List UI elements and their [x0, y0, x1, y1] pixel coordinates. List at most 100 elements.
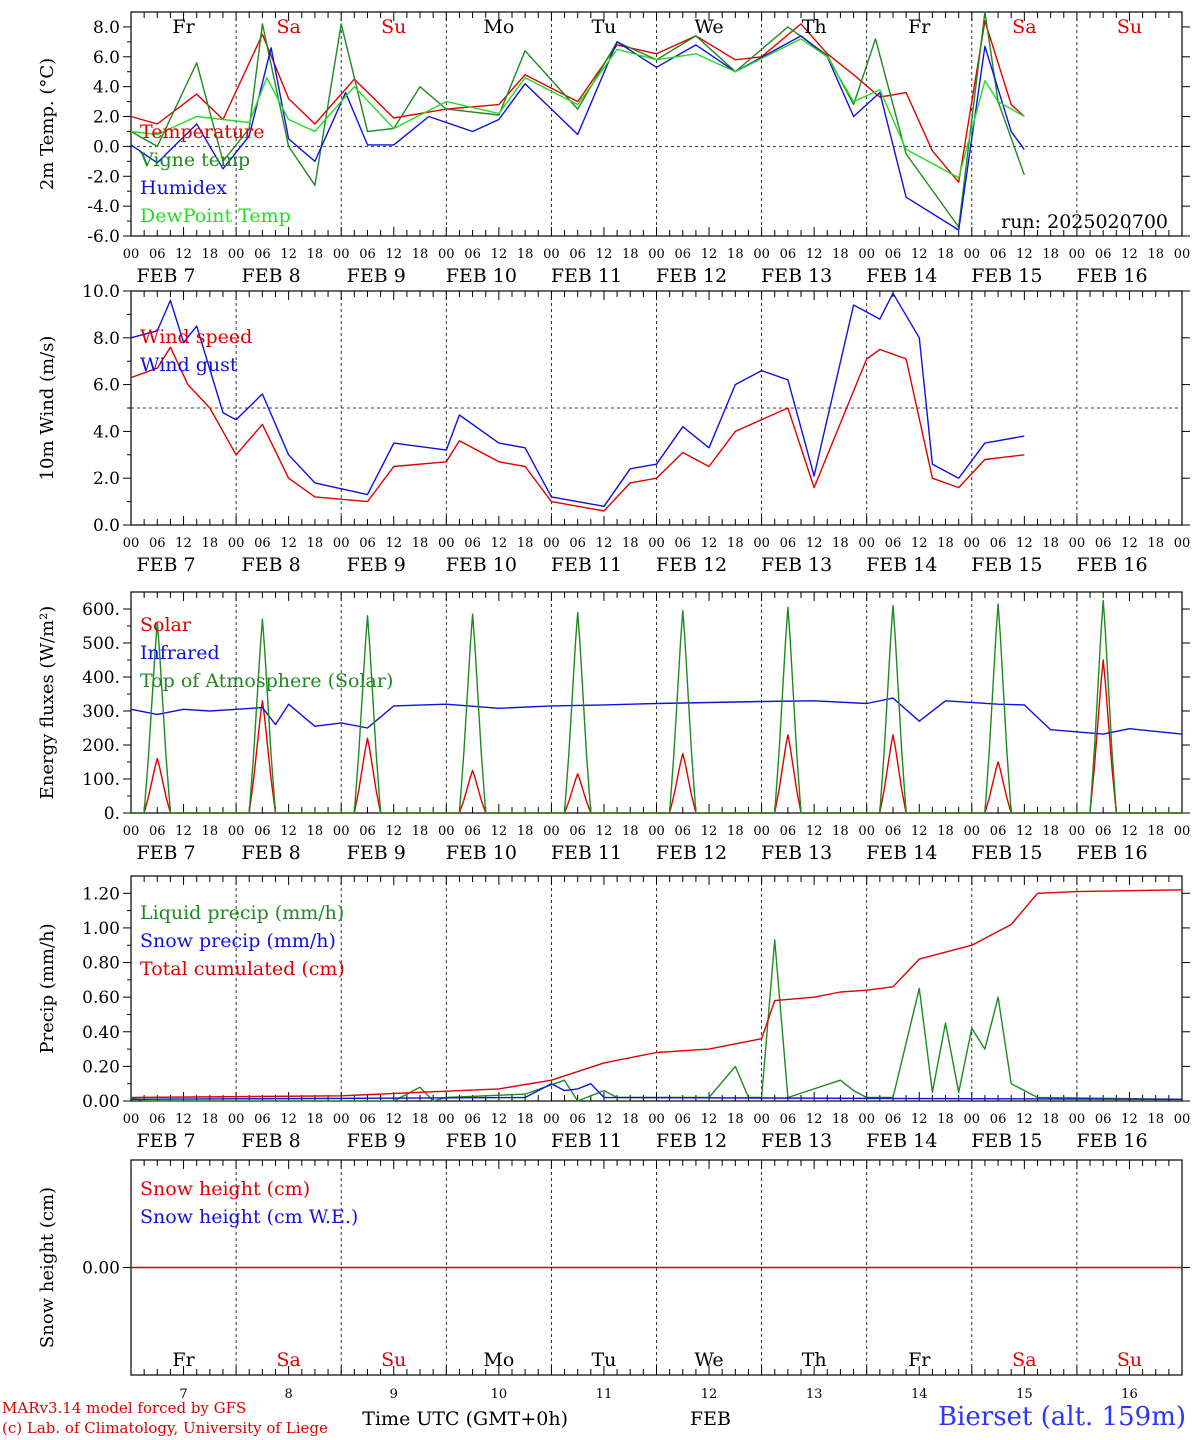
date-label: FEB 16: [1076, 265, 1147, 287]
series-line-humidex: [130, 35, 1025, 231]
hour-tick-label: 18: [307, 247, 324, 262]
hour-tick-label: 00: [1069, 247, 1086, 262]
hour-tick-label: 12: [806, 1112, 823, 1127]
hour-tick-label: 00: [228, 247, 245, 262]
legend-entry: Humidex: [140, 177, 227, 199]
date-label: FEB 10: [446, 265, 517, 287]
hour-tick-label: 12: [1121, 247, 1138, 262]
hour-tick-label: 12: [385, 536, 402, 551]
hour-tick-label: 06: [780, 536, 797, 551]
date-label: FEB 13: [761, 842, 832, 864]
hour-tick-label: 00: [1069, 1112, 1086, 1127]
hour-tick-label: 06: [990, 536, 1007, 551]
series-line-dewpoint-temp: [130, 38, 1025, 179]
hour-tick-label: 12: [491, 824, 508, 839]
hour-tick-label: 18: [727, 536, 744, 551]
weekday-label: Sa: [1012, 16, 1036, 38]
hour-tick-label: 12: [701, 824, 718, 839]
hour-tick-label: 06: [254, 536, 271, 551]
date-label: FEB 7: [136, 842, 195, 864]
hour-tick-label: 00: [648, 1112, 665, 1127]
series-line-total-cumulated-cm: [130, 889, 1183, 1099]
hour-tick-label: 18: [307, 536, 324, 551]
hour-tick-label: 12: [175, 1112, 192, 1127]
series-line-vigne-temp: [130, 11, 1025, 228]
hour-tick-label: 12: [280, 824, 297, 839]
hour-tick-label: 06: [675, 824, 692, 839]
date-label: FEB 9: [347, 265, 406, 287]
hour-tick-label: 00: [1174, 536, 1191, 551]
weekday-label: Su: [381, 1349, 406, 1371]
hour-tick-label: 18: [727, 824, 744, 839]
date-label: FEB 7: [136, 554, 195, 576]
y-tick-label: 0.20: [82, 1057, 120, 1077]
run-label: run: 2025020700: [1001, 211, 1168, 233]
y-tick-label: 600.: [82, 600, 120, 620]
hour-tick-label: 12: [280, 1112, 297, 1127]
date-label: FEB 15: [971, 554, 1042, 576]
y-axis-label: Energy fluxes (W/m²): [37, 606, 58, 800]
y-tick-label: 0.00: [82, 1092, 120, 1112]
x-axis-title: Time UTC (GMT+0h): [362, 1408, 568, 1430]
hour-tick-label: 00: [1069, 536, 1086, 551]
y-tick-label: -2.0: [87, 167, 120, 187]
date-label: FEB 15: [971, 1130, 1042, 1152]
date-label: FEB 11: [551, 554, 622, 576]
y-axis-label: 2m Temp. (°C): [37, 58, 58, 190]
weekday-label: Sa: [276, 1349, 300, 1371]
hour-tick-label: 18: [937, 536, 954, 551]
hour-tick-label: 06: [569, 1112, 586, 1127]
credit-lab-line: (c) Lab. of Climatology, University of L…: [2, 1419, 328, 1437]
hour-tick-label: 00: [753, 824, 770, 839]
hour-tick-label: 00: [228, 824, 245, 839]
hour-tick-label: 18: [832, 824, 849, 839]
hour-tick-label: 12: [175, 824, 192, 839]
hour-tick-label: 00: [964, 1112, 981, 1127]
hour-tick-label: 06: [149, 247, 166, 262]
hour-tick-label: 06: [675, 247, 692, 262]
hour-tick-label: 06: [990, 1112, 1007, 1127]
hour-tick-label: 06: [149, 1112, 166, 1127]
hour-tick-label: 00: [753, 1112, 770, 1127]
hour-tick-label: 00: [123, 1112, 140, 1127]
hour-tick-label: 12: [701, 247, 718, 262]
date-label: FEB 8: [242, 1130, 301, 1152]
hour-tick-label: 06: [885, 824, 902, 839]
weekday-label: Mo: [483, 1349, 514, 1371]
date-label: FEB 11: [551, 842, 622, 864]
hour-tick-label: 18: [622, 536, 639, 551]
hour-tick-label: 00: [1174, 1112, 1191, 1127]
station-name: Bierset (alt. 159m): [937, 1402, 1186, 1432]
hour-tick-label: 12: [596, 824, 613, 839]
date-label: FEB 11: [551, 265, 622, 287]
hour-tick-label: 00: [858, 536, 875, 551]
hour-tick-label: 00: [858, 824, 875, 839]
hour-tick-label: 00: [648, 247, 665, 262]
hour-tick-label: 06: [254, 824, 271, 839]
hour-tick-label: 12: [701, 1112, 718, 1127]
hour-tick-label: 00: [438, 247, 455, 262]
day-number-label: 12: [701, 1387, 718, 1402]
date-label: FEB 10: [446, 1130, 517, 1152]
legend-entry: Snow precip (mm/h): [140, 930, 336, 952]
hour-tick-label: 12: [911, 1112, 928, 1127]
hour-tick-label: 00: [753, 247, 770, 262]
hour-tick-label: 18: [202, 824, 219, 839]
day-number-label: 15: [1016, 1387, 1033, 1402]
legend-entry: Snow height (cm): [140, 1178, 310, 1200]
hour-tick-label: 06: [675, 1112, 692, 1127]
hour-tick-label: 06: [885, 536, 902, 551]
energy-panel: 0. 100. 200. 300. 400. 500. 600. Energy fluxes …: [37, 591, 1190, 864]
y-tick-label: 8.0: [93, 329, 120, 349]
x-axis-month: FEB: [690, 1408, 731, 1430]
legend-entry: Wind speed: [140, 326, 252, 348]
hour-tick-label: 06: [569, 824, 586, 839]
date-label: FEB 7: [136, 1130, 195, 1152]
hour-tick-label: 12: [596, 247, 613, 262]
hour-tick-label: 12: [491, 536, 508, 551]
hour-tick-label: 06: [990, 824, 1007, 839]
weekday-label: Tu: [591, 1349, 616, 1371]
hour-tick-label: 12: [1016, 1112, 1033, 1127]
y-tick-label: 0.0: [93, 516, 120, 536]
hour-tick-label: 18: [307, 824, 324, 839]
